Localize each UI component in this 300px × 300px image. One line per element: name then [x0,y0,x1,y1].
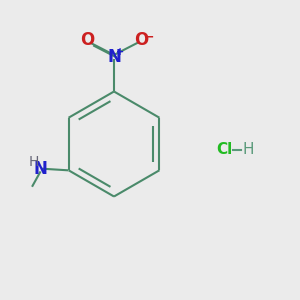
Text: O: O [80,32,94,50]
Text: Cl: Cl [216,142,232,158]
Text: H: H [243,142,254,158]
Text: N: N [107,48,121,66]
Text: N: N [33,160,47,178]
Text: −: − [143,31,154,44]
Text: H: H [28,155,39,169]
Text: +: + [116,46,124,57]
Text: O: O [134,32,148,50]
